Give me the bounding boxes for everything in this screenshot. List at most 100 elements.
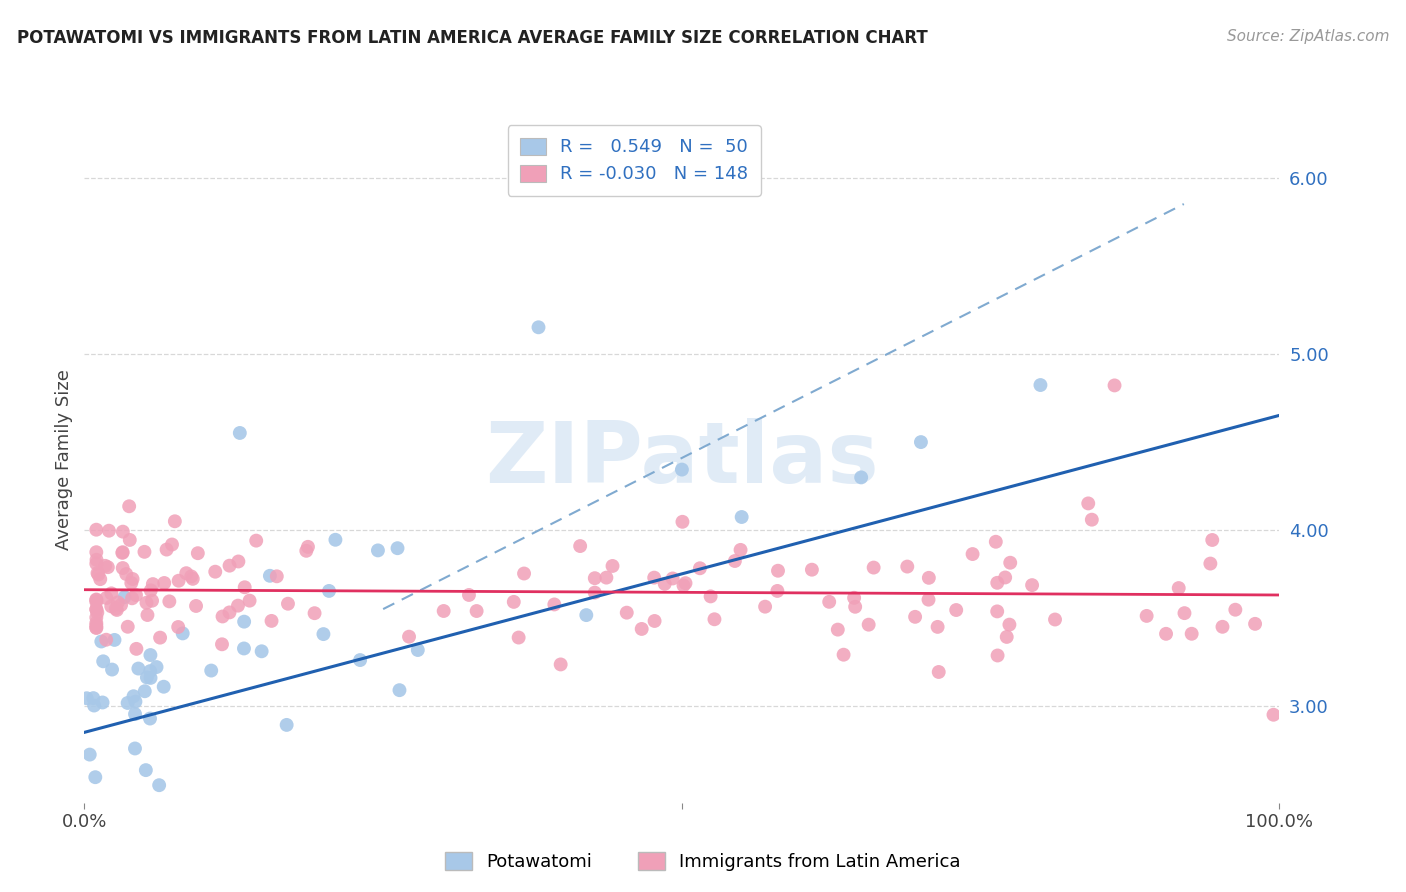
Point <box>818 595 841 609</box>
Point <box>502 595 524 609</box>
Point <box>1181 627 1204 641</box>
Point <box>111 545 134 559</box>
Point <box>312 627 335 641</box>
Point <box>139 664 162 678</box>
Point <box>927 620 949 634</box>
Point <box>96 632 118 647</box>
Point <box>104 601 127 615</box>
Point <box>766 583 789 598</box>
Point <box>616 606 638 620</box>
Point <box>1225 603 1247 617</box>
Point <box>110 598 132 612</box>
Point <box>141 593 163 607</box>
Point <box>406 643 429 657</box>
Point <box>135 763 157 777</box>
Point <box>388 683 411 698</box>
Point <box>211 609 233 624</box>
Point <box>250 644 273 658</box>
Point <box>86 620 108 634</box>
Point <box>86 621 108 635</box>
Point <box>994 570 1017 584</box>
Point <box>998 617 1021 632</box>
Point <box>97 524 120 538</box>
Point <box>86 592 108 607</box>
Point <box>86 557 108 571</box>
Point <box>107 595 129 609</box>
Point <box>105 603 128 617</box>
Point <box>259 569 281 583</box>
Point <box>134 684 156 698</box>
Point <box>575 608 598 623</box>
Point <box>297 540 319 554</box>
Point <box>136 607 159 622</box>
Point <box>239 593 262 607</box>
Point <box>465 604 488 618</box>
Point <box>103 632 125 647</box>
Point <box>124 695 146 709</box>
Point <box>145 660 167 674</box>
Point <box>122 690 145 704</box>
Point <box>896 559 918 574</box>
Point <box>766 564 789 578</box>
Point <box>86 595 108 609</box>
Point <box>111 561 134 575</box>
Point <box>152 680 174 694</box>
Point <box>86 545 108 559</box>
Point <box>187 546 209 560</box>
Point <box>94 558 117 573</box>
Point <box>987 648 1010 663</box>
Point <box>858 617 880 632</box>
Point <box>142 577 165 591</box>
Point <box>124 707 146 722</box>
Point <box>79 747 101 762</box>
Point <box>643 571 665 585</box>
Point <box>962 547 984 561</box>
Point <box>703 612 725 626</box>
Point <box>86 553 108 567</box>
Point <box>135 596 157 610</box>
Point <box>277 597 299 611</box>
Point <box>148 778 170 792</box>
Point <box>76 691 98 706</box>
Point <box>115 567 138 582</box>
Point <box>86 602 108 616</box>
Point <box>583 585 606 599</box>
Point <box>226 599 249 613</box>
Point <box>851 470 873 484</box>
Point <box>672 578 695 592</box>
Point <box>117 620 139 634</box>
Point <box>87 567 110 582</box>
Point <box>318 583 340 598</box>
Point <box>995 630 1018 644</box>
Point <box>1173 606 1195 620</box>
Point <box>86 602 108 616</box>
Point <box>295 543 318 558</box>
Point <box>543 598 565 612</box>
Point <box>180 569 202 583</box>
Point <box>904 610 927 624</box>
Point <box>135 670 157 684</box>
Point <box>181 572 204 586</box>
Point <box>661 572 683 586</box>
Point <box>832 648 855 662</box>
Point <box>1021 578 1043 592</box>
Point <box>671 462 693 476</box>
Point <box>233 615 256 629</box>
Point <box>204 565 226 579</box>
Point <box>139 671 162 685</box>
Point <box>367 543 389 558</box>
Point <box>89 572 111 586</box>
Point <box>513 566 536 581</box>
Point <box>433 604 456 618</box>
Point <box>630 622 652 636</box>
Point <box>233 641 256 656</box>
Legend: R =   0.549   N =  50, R = -0.030   N = 148: R = 0.549 N = 50, R = -0.030 N = 148 <box>508 125 761 196</box>
Point <box>928 665 950 679</box>
Point <box>155 542 177 557</box>
Point <box>121 572 143 586</box>
Y-axis label: Average Family Size: Average Family Size <box>55 369 73 549</box>
Point <box>97 560 120 574</box>
Point <box>1201 533 1223 547</box>
Point <box>730 542 752 557</box>
Point <box>644 614 666 628</box>
